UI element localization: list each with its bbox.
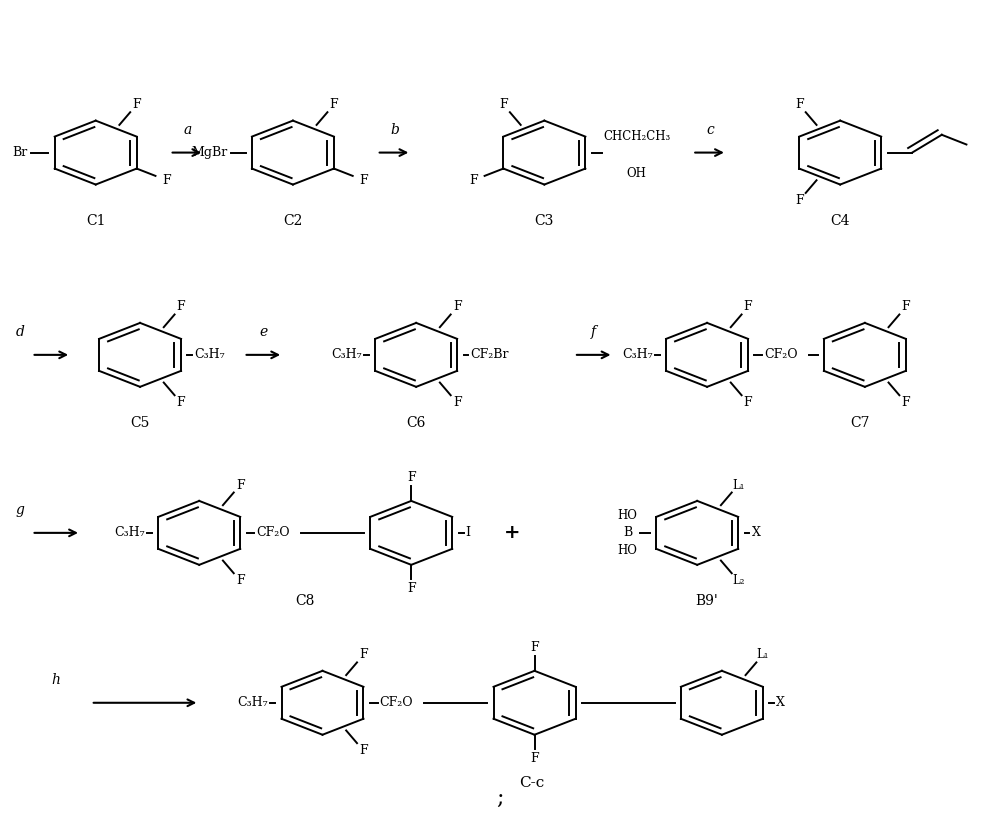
Text: F: F <box>236 478 244 491</box>
Text: C₃H₇: C₃H₇ <box>194 348 225 361</box>
Text: C3: C3 <box>535 214 554 228</box>
Text: C2: C2 <box>283 214 303 228</box>
Text: X: X <box>776 696 785 709</box>
Text: CF₂O: CF₂O <box>256 527 290 539</box>
Text: B: B <box>623 527 632 539</box>
Text: F: F <box>795 98 804 111</box>
Text: F: F <box>453 396 461 409</box>
Text: B9': B9' <box>696 594 718 608</box>
Text: CF₂Br: CF₂Br <box>470 348 509 361</box>
Text: C5: C5 <box>130 416 150 430</box>
Text: X: X <box>751 527 760 539</box>
Text: F: F <box>407 582 416 595</box>
Text: h: h <box>52 673 61 687</box>
Text: a: a <box>183 123 192 137</box>
Text: F: F <box>469 174 478 187</box>
Text: +: + <box>504 524 520 542</box>
Text: MgBr: MgBr <box>192 146 228 159</box>
Text: Br: Br <box>12 146 28 159</box>
Text: C₃H₇: C₃H₇ <box>238 696 268 709</box>
Text: d: d <box>15 325 24 339</box>
Text: F: F <box>901 300 910 314</box>
Text: HO: HO <box>617 509 637 522</box>
Text: ;: ; <box>496 788 504 809</box>
Text: F: F <box>453 300 461 314</box>
Text: g: g <box>15 503 24 517</box>
Text: CF₂O: CF₂O <box>380 696 413 709</box>
Text: F: F <box>359 174 368 187</box>
Text: F: F <box>744 300 752 314</box>
Text: C₃H₇: C₃H₇ <box>114 527 145 539</box>
Text: L₂: L₂ <box>732 574 744 588</box>
Text: CHCH₂CH₃: CHCH₂CH₃ <box>604 130 671 143</box>
Text: F: F <box>744 396 752 409</box>
Text: C1: C1 <box>86 214 105 228</box>
Text: c: c <box>706 123 714 137</box>
Text: F: F <box>407 471 416 484</box>
Text: C8: C8 <box>296 594 315 608</box>
Text: F: F <box>359 649 368 662</box>
Text: b: b <box>390 123 399 137</box>
Text: F: F <box>795 194 804 207</box>
Text: C₃H₇: C₃H₇ <box>331 348 362 361</box>
Text: F: F <box>177 300 185 314</box>
Text: F: F <box>132 98 141 111</box>
Text: F: F <box>162 174 171 187</box>
Text: F: F <box>901 396 910 409</box>
Text: CF₂O: CF₂O <box>764 348 798 361</box>
Text: F: F <box>530 641 539 654</box>
Text: HO: HO <box>617 544 637 557</box>
Text: F: F <box>359 744 368 757</box>
Text: F: F <box>330 98 338 111</box>
Text: C7: C7 <box>850 416 870 430</box>
Text: C-c: C-c <box>519 776 545 790</box>
Text: OH: OH <box>626 167 646 180</box>
Text: L₁: L₁ <box>732 478 744 491</box>
Text: F: F <box>236 574 244 588</box>
Text: F: F <box>530 751 539 765</box>
Text: C₃H₇: C₃H₇ <box>622 348 653 361</box>
Text: F: F <box>177 396 185 409</box>
Text: I: I <box>465 527 470 539</box>
Text: F: F <box>499 98 508 111</box>
Text: C4: C4 <box>830 214 850 228</box>
Text: C6: C6 <box>406 416 426 430</box>
Text: f: f <box>591 325 596 339</box>
Text: L₁: L₁ <box>757 649 769 662</box>
Text: e: e <box>259 325 267 339</box>
